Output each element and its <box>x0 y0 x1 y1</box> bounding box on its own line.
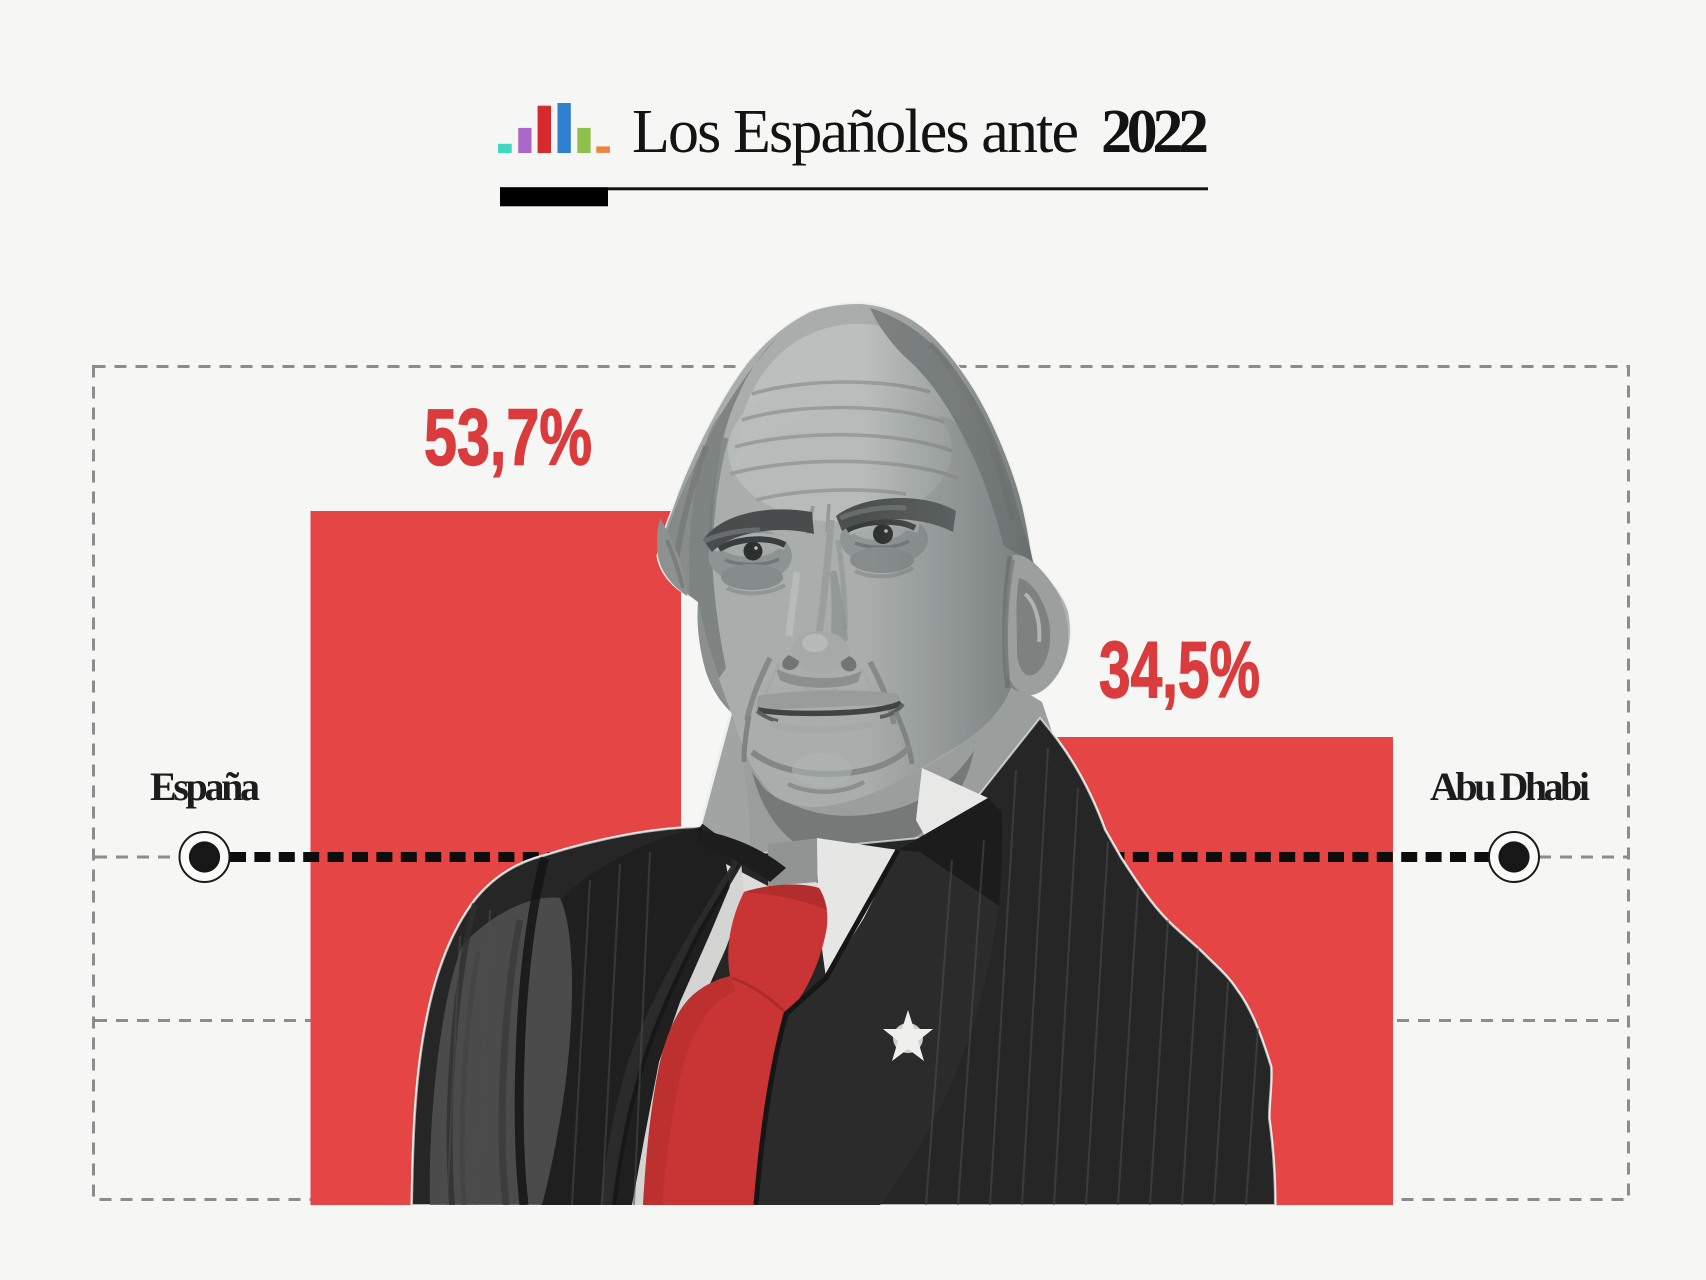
svg-text:53,7%: 53,7% <box>424 393 592 482</box>
svg-text:34,5%: 34,5% <box>1099 625 1260 714</box>
svg-text:2022: 2022 <box>1101 98 1209 166</box>
svg-text:Abu Dhabi: Abu Dhabi <box>1430 764 1590 809</box>
svg-text:España: España <box>150 764 260 809</box>
svg-text:Los Españoles ante: Los Españoles ante <box>632 98 1079 166</box>
